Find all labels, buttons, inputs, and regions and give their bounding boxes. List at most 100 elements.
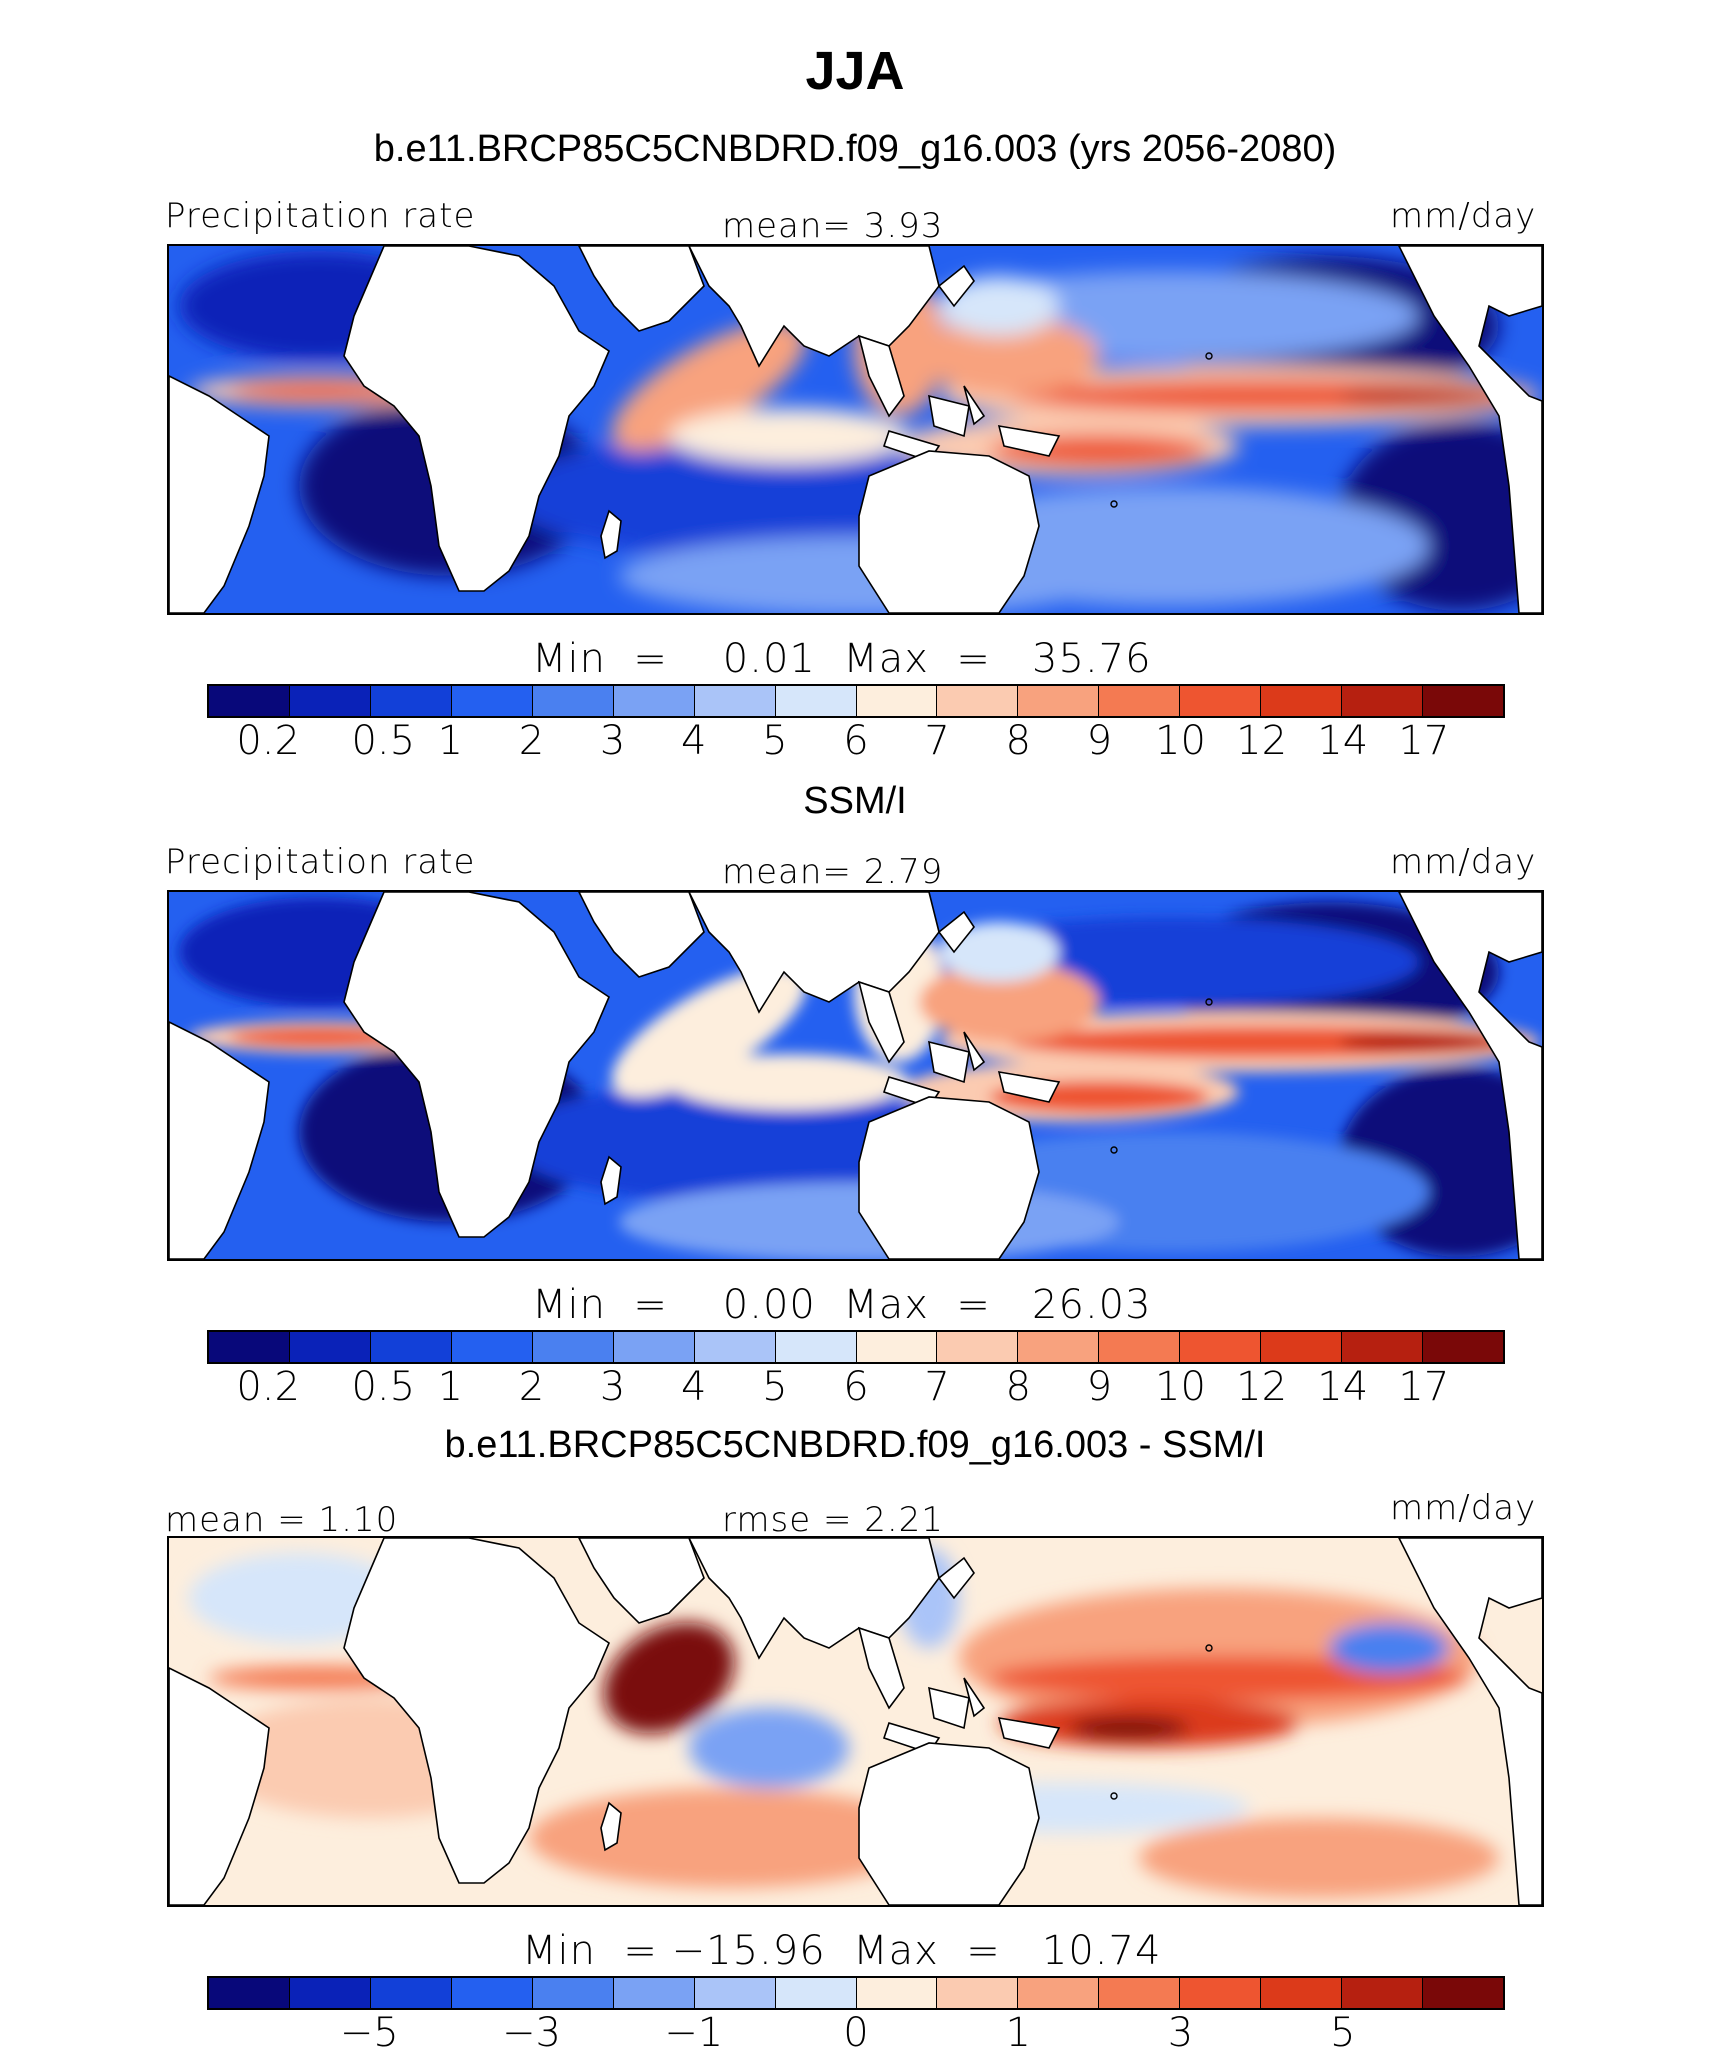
colorbar-box-11 bbox=[1099, 686, 1181, 716]
colorbar-tick-label: −5 bbox=[339, 2010, 399, 2056]
eurasia-india-land bbox=[688, 1538, 940, 1660]
eurasia-india-land bbox=[688, 892, 940, 1014]
colorbar-box-6 bbox=[694, 1332, 776, 1362]
new-guinea-island bbox=[997, 1717, 1061, 1749]
diff-south-indian bbox=[529, 1788, 929, 1888]
panel3-title: b.e11.BRCP85C5CNBDRD.f09_g16.003 - SSM/I bbox=[444, 1424, 1266, 1466]
new-guinea-island bbox=[997, 425, 1061, 457]
colorbar-box-1 bbox=[289, 1978, 371, 2008]
colorbar-box-15 bbox=[1423, 1978, 1503, 2008]
colorbar-box-4 bbox=[532, 1978, 614, 2008]
colorbar-tick-label: 12 bbox=[1236, 1364, 1288, 1410]
south-america-land bbox=[169, 1667, 270, 1905]
colorbar-box-11 bbox=[1099, 1978, 1181, 2008]
colorbar-box-6 bbox=[694, 1978, 776, 2008]
colorbar-box-7 bbox=[775, 1978, 857, 2008]
colorbar-box-13 bbox=[1261, 1978, 1343, 2008]
figure-title: JJA bbox=[805, 41, 905, 101]
colorbar-box-12 bbox=[1180, 1332, 1262, 1362]
colorbar-box-14 bbox=[1342, 1978, 1424, 2008]
panel1-variable-label: Precipitation rate bbox=[165, 196, 476, 236]
australia-land bbox=[858, 450, 1040, 613]
colorbar-box-12 bbox=[1180, 686, 1262, 716]
subtropical-front bbox=[939, 276, 1059, 336]
colorbar-box-14 bbox=[1342, 1332, 1424, 1362]
colorbar-tick-label: 0.5 bbox=[351, 1364, 416, 1410]
colorbar-box-1 bbox=[289, 1332, 371, 1362]
panel1-units-label: mm/day bbox=[1390, 196, 1537, 236]
southeast-asia-land bbox=[857, 1626, 905, 1710]
colorbar-box-0 bbox=[209, 686, 290, 716]
madagascar-land bbox=[600, 1155, 622, 1206]
japan-island bbox=[937, 910, 975, 954]
borneo-island bbox=[928, 394, 970, 438]
colorbar-tick-label: 14 bbox=[1317, 718, 1369, 764]
colorbar-box-10 bbox=[1018, 1978, 1100, 2008]
colorbar-box-15 bbox=[1423, 686, 1503, 716]
diff-indian-negative bbox=[689, 1708, 849, 1788]
diff-arabian-sea bbox=[603, 1622, 735, 1734]
colorbar-tick-label: 5 bbox=[1330, 2010, 1356, 2056]
southeast-asia-land bbox=[857, 334, 905, 418]
colorbar-box-8 bbox=[856, 1978, 938, 2008]
continent-outlines bbox=[169, 1538, 1542, 1905]
panel1-map bbox=[167, 244, 1544, 615]
south-america-land bbox=[169, 1021, 270, 1259]
colorbar-box-0 bbox=[209, 1332, 290, 1362]
panel2-units-label: mm/day bbox=[1390, 842, 1537, 882]
colorbar-tick-label: 14 bbox=[1317, 1364, 1369, 1410]
japan-island bbox=[937, 1556, 975, 1600]
colorbar-tick-label: 2 bbox=[518, 1364, 545, 1410]
panel2-map bbox=[167, 890, 1544, 1261]
borneo-island bbox=[928, 1686, 970, 1730]
west-pacific-warm-pool bbox=[919, 962, 1099, 1042]
colorbar-tick-label: 7 bbox=[924, 1364, 950, 1410]
colorbar-tick-label: 5 bbox=[762, 718, 788, 764]
eurasia-india-land bbox=[688, 246, 940, 368]
colorbar-tick-label: 17 bbox=[1398, 1364, 1450, 1410]
japan-island bbox=[937, 264, 975, 308]
colorbar-box-8 bbox=[856, 686, 938, 716]
colorbar-box-8 bbox=[856, 1332, 938, 1362]
colorbar-box-10 bbox=[1018, 1332, 1100, 1362]
australia-land bbox=[858, 1742, 1040, 1905]
southeast-asia-land bbox=[857, 980, 905, 1064]
panel2-map-svg bbox=[169, 892, 1542, 1259]
panel2-minmax: Min = 0.00 Max = 26.03 bbox=[532, 1282, 1152, 1328]
colorbar-tick-label: 10 bbox=[1155, 1364, 1206, 1410]
colorbar-box-5 bbox=[613, 1332, 695, 1362]
west-pacific-warm-pool bbox=[919, 316, 1099, 396]
colorbar-tick-label: 9 bbox=[1086, 1364, 1113, 1410]
colorbar-tick-label: 4 bbox=[681, 1364, 707, 1410]
colorbar-tick-label: 4 bbox=[681, 718, 707, 764]
pacific-island bbox=[1110, 500, 1118, 508]
colorbar-box-5 bbox=[613, 1978, 695, 2008]
colorbar-tick-label: 3 bbox=[1167, 2010, 1194, 2056]
colorbar-tick-label: 17 bbox=[1398, 718, 1450, 764]
panel1-colorbar bbox=[207, 684, 1505, 718]
colorbar-box-4 bbox=[532, 1332, 614, 1362]
colorbar-box-13 bbox=[1261, 1332, 1343, 1362]
americas-land bbox=[1398, 246, 1542, 613]
madagascar-land bbox=[600, 1801, 622, 1852]
panel3-rmse-label: rmse = 2.21 bbox=[722, 1500, 944, 1540]
continent-outlines bbox=[169, 246, 1542, 613]
panel3-mean-label: mean = 1.10 bbox=[165, 1500, 399, 1540]
panel3-colorbar bbox=[207, 1976, 1505, 2010]
continent-outlines bbox=[169, 892, 1542, 1259]
americas-land bbox=[1398, 1538, 1542, 1905]
colorbar-box-10 bbox=[1018, 686, 1100, 716]
colorbar-box-5 bbox=[613, 686, 695, 716]
colorbar-tick-label: 3 bbox=[599, 1364, 626, 1410]
colorbar-box-13 bbox=[1261, 686, 1343, 716]
eastern-pacific-max bbox=[1339, 1032, 1499, 1052]
panel3-minmax: Min = −15.96 Max = 10.74 bbox=[522, 1928, 1162, 1974]
colorbar-box-14 bbox=[1342, 686, 1424, 716]
subtropical-front bbox=[939, 922, 1059, 982]
colorbar-tick-label: 2 bbox=[518, 718, 545, 764]
equatorial-indian-ocean bbox=[669, 1054, 909, 1110]
colorbar-tick-label: 6 bbox=[843, 1364, 869, 1410]
colorbar-tick-label: 8 bbox=[1005, 718, 1031, 764]
colorbar-box-9 bbox=[937, 686, 1019, 716]
sulawesi-island bbox=[963, 1677, 986, 1718]
